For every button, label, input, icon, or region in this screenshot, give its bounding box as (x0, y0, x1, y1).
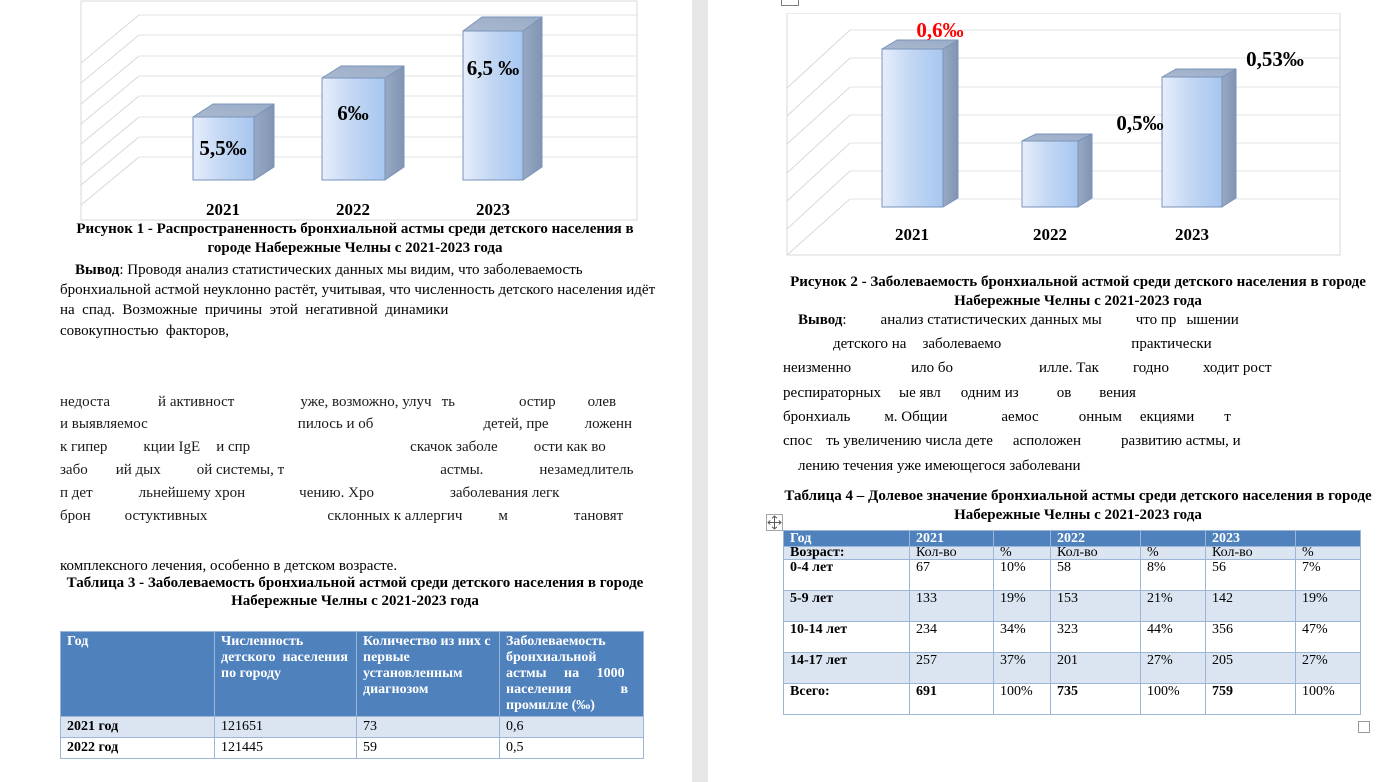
svg-text:5,5‰: 5,5‰ (199, 136, 246, 160)
svg-text:0,5‰: 0,5‰ (1116, 111, 1163, 135)
svg-text:2023: 2023 (1175, 225, 1209, 244)
svg-text:2023: 2023 (476, 200, 510, 219)
svg-text:6,5 ‰: 6,5 ‰ (467, 56, 520, 80)
svg-text:2021: 2021 (206, 200, 240, 219)
svg-text:2022: 2022 (336, 200, 370, 219)
svg-text:2022: 2022 (1033, 225, 1067, 244)
svg-text:0,6‰: 0,6‰ (916, 18, 963, 42)
svg-text:2021: 2021 (895, 225, 929, 244)
svg-text:6‰: 6‰ (337, 101, 369, 125)
svg-text:0,53‰: 0,53‰ (1246, 47, 1304, 71)
